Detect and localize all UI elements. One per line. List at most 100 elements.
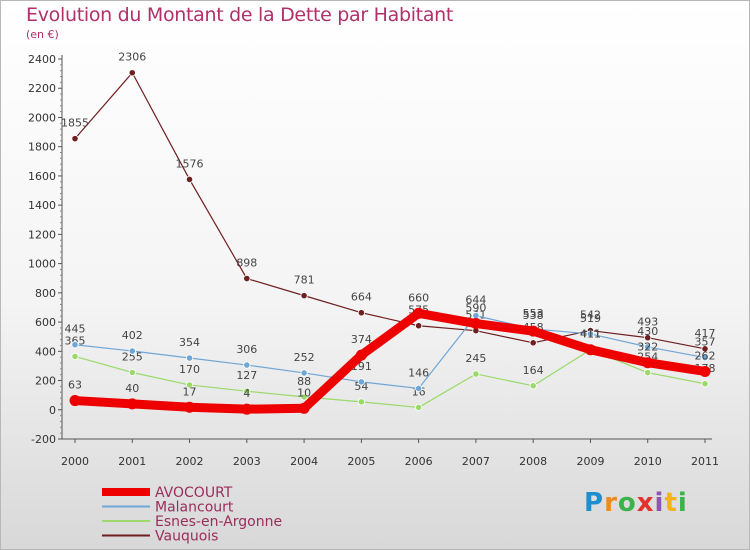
data-point-esnes-en-argonne bbox=[529, 382, 537, 390]
data-point-vauquois bbox=[529, 339, 537, 347]
data-label-malancourt: 146 bbox=[408, 366, 429, 379]
data-label-avocourt: 590 bbox=[465, 302, 486, 315]
y-tick-label: 2000 bbox=[28, 111, 56, 124]
logo-letter: o bbox=[617, 488, 637, 518]
data-point-avocourt bbox=[642, 357, 654, 369]
data-point-malancourt bbox=[300, 369, 308, 377]
x-tick-label: 2000 bbox=[61, 455, 89, 468]
y-tick-label: 0 bbox=[49, 404, 56, 417]
data-point-malancourt bbox=[415, 384, 423, 393]
data-label-esnes-en-argonne: 170 bbox=[179, 363, 200, 376]
data-label-esnes-en-argonne: 255 bbox=[122, 351, 143, 364]
data-point-vauquois bbox=[300, 292, 308, 300]
data-point-esnes-en-argonne bbox=[357, 398, 365, 406]
data-label-vauquois: 898 bbox=[236, 257, 257, 270]
data-label-esnes-en-argonne: 164 bbox=[523, 364, 544, 377]
data-label-vauquois: 664 bbox=[351, 291, 372, 304]
data-point-esnes-en-argonne bbox=[243, 387, 251, 395]
data-label-vauquois: 2306 bbox=[118, 51, 146, 64]
data-label-vauquois: 1576 bbox=[176, 157, 204, 170]
data-point-avocourt bbox=[355, 349, 367, 361]
data-point-malancourt bbox=[586, 330, 595, 338]
x-tick-label: 2006 bbox=[405, 455, 433, 468]
series-line-avocourt bbox=[70, 308, 710, 414]
series-avocourt: 63 40 17 4 10 374 660 590 538 411 322 262 bbox=[68, 291, 716, 415]
data-point-esnes-en-argonne bbox=[415, 403, 423, 412]
x-tick-label: 2002 bbox=[176, 455, 204, 468]
data-point-vauquois bbox=[128, 69, 136, 77]
y-tick-label: 600 bbox=[35, 316, 56, 329]
data-point-malancourt bbox=[128, 347, 136, 355]
y-tick-label: 2400 bbox=[28, 53, 56, 66]
y-tick-label: 1400 bbox=[28, 199, 56, 212]
series-vauquois: 185523061576898781664575541458542493417 bbox=[61, 51, 716, 353]
data-label-malancourt: 519 bbox=[580, 312, 601, 325]
data-point-malancourt bbox=[701, 353, 709, 362]
data-point-malancourt bbox=[185, 354, 194, 362]
data-label-esnes-en-argonne: 127 bbox=[236, 369, 257, 382]
y-tick-label: -200 bbox=[31, 433, 56, 446]
series-line-vauquois bbox=[74, 72, 706, 350]
data-point-avocourt bbox=[298, 402, 310, 414]
x-tick-label: 2005 bbox=[347, 455, 375, 468]
legend-label-malancourt: Malancourt bbox=[155, 500, 234, 516]
data-point-avocourt bbox=[470, 318, 482, 330]
data-point-esnes-en-argonne bbox=[300, 393, 308, 401]
data-label-vauquois: 1855 bbox=[61, 117, 89, 130]
data-point-avocourt bbox=[241, 403, 253, 415]
y-tick-label: 1800 bbox=[28, 141, 56, 154]
data-label-malancourt: 430 bbox=[637, 325, 658, 338]
data-point-malancourt bbox=[243, 361, 251, 369]
data-label-malancourt: 252 bbox=[294, 351, 315, 364]
data-label-esnes-en-argonne: 245 bbox=[465, 352, 486, 365]
data-label-vauquois: 781 bbox=[294, 274, 315, 287]
data-label-avocourt: 411 bbox=[580, 328, 601, 341]
data-label-malancourt: 357 bbox=[695, 336, 716, 349]
logo-letter: r bbox=[604, 488, 618, 518]
x-tick-label: 2004 bbox=[290, 455, 318, 468]
data-point-esnes-en-argonne bbox=[472, 370, 480, 378]
data-point-vauquois bbox=[357, 309, 365, 317]
data-label-avocourt: 660 bbox=[408, 291, 429, 304]
data-label-avocourt: 10 bbox=[297, 386, 311, 399]
x-tick-label: 2009 bbox=[576, 455, 604, 468]
data-label-avocourt: 40 bbox=[125, 382, 139, 395]
data-label-avocourt: 17 bbox=[183, 385, 197, 398]
data-point-avocourt bbox=[184, 401, 196, 413]
proxiti-logo: Proxiti bbox=[584, 488, 688, 518]
data-point-vauquois bbox=[644, 334, 652, 342]
y-tick-label: 400 bbox=[35, 345, 56, 358]
y-tick-label: 1600 bbox=[28, 170, 56, 183]
data-label-avocourt: 262 bbox=[695, 349, 716, 362]
data-point-avocourt bbox=[126, 398, 138, 410]
y-tick-label: 800 bbox=[35, 287, 56, 300]
data-label-esnes-en-argonne: 54 bbox=[354, 380, 368, 393]
data-label-malancourt: 445 bbox=[65, 323, 86, 336]
legend-label-avocourt: AVOCOURT bbox=[155, 485, 233, 501]
y-tick-label: 1200 bbox=[28, 228, 56, 241]
data-point-vauquois bbox=[71, 135, 79, 143]
data-label-avocourt: 322 bbox=[637, 341, 658, 354]
logo-letter: i bbox=[677, 488, 688, 518]
chart-title: Evolution du Montant de la Dette par Hab… bbox=[26, 4, 454, 26]
data-label-vauquois: 493 bbox=[637, 316, 658, 329]
data-point-vauquois bbox=[415, 322, 423, 330]
legend-label-vauquois: Vauquois bbox=[155, 529, 218, 545]
data-point-esnes-en-argonne bbox=[128, 368, 136, 377]
data-label-esnes-en-argonne: 365 bbox=[65, 334, 86, 347]
x-tick-label: 2001 bbox=[118, 455, 146, 468]
y-tick-label: 1000 bbox=[28, 258, 56, 271]
x-tick-label: 2003 bbox=[233, 455, 261, 468]
logo-letter: P bbox=[584, 488, 605, 518]
data-label-vauquois: 542 bbox=[580, 309, 601, 322]
data-label-malancourt: 402 bbox=[122, 329, 143, 342]
chart-subtitle: (en €) bbox=[26, 28, 59, 41]
data-point-avocourt bbox=[699, 365, 711, 377]
data-label-malancourt: 553 bbox=[523, 307, 544, 320]
y-tick-label: 200 bbox=[35, 375, 56, 388]
data-label-malancourt: 306 bbox=[236, 343, 257, 356]
data-point-esnes-en-argonne bbox=[71, 352, 79, 361]
data-point-malancourt bbox=[644, 343, 652, 351]
data-point-avocourt bbox=[69, 395, 81, 407]
data-point-avocourt bbox=[584, 344, 596, 356]
